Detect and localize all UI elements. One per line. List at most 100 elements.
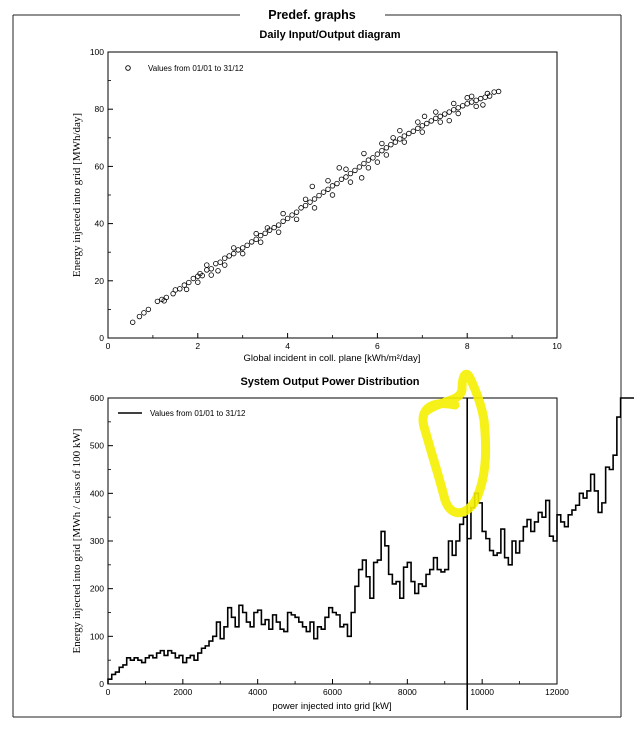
scatter-point	[222, 255, 228, 261]
scatter-legend: Values from 01/01 to 31/12	[125, 64, 244, 73]
scatter-point	[199, 272, 205, 279]
scatter-point	[136, 313, 143, 320]
scatter-x-tick-label: 0	[106, 341, 111, 351]
scatter-x-tick-label: 8	[465, 341, 470, 351]
scatter-point	[195, 279, 201, 285]
scatter-point	[455, 105, 461, 111]
scatter-point	[302, 202, 309, 209]
scatter-point	[477, 95, 484, 102]
scatter-point	[325, 177, 331, 184]
scatter-point	[154, 298, 161, 305]
scatter-point	[424, 120, 430, 127]
histogram-x-tick-label: 8000	[398, 687, 417, 697]
scatter-point	[437, 113, 443, 120]
scatter-point	[455, 110, 461, 117]
scatter-point	[383, 145, 390, 151]
scatter-point	[208, 266, 214, 272]
scatter-point	[320, 189, 327, 195]
scatter-point	[365, 165, 372, 171]
scatter-point	[275, 229, 282, 235]
scatter-point	[222, 262, 228, 268]
scatter-point	[451, 100, 457, 107]
scatter-point	[361, 150, 367, 157]
group-frame	[12, 14, 622, 718]
scatter-point	[397, 127, 403, 134]
histogram-x-tick-label: 6000	[323, 687, 342, 697]
scatter-point	[361, 160, 367, 167]
scatter-point	[421, 113, 428, 120]
scatter-point	[460, 103, 466, 109]
scatter-point	[468, 99, 475, 105]
histogram-legend-label: Values from 01/01 to 31/12	[150, 409, 246, 418]
scatter-point	[401, 139, 408, 145]
scatter-point	[204, 267, 210, 273]
scatter-x-axis-label: Global incident in coll. plane [kWh/m²/d…	[244, 353, 421, 364]
histogram-x-tick-label: 0	[106, 687, 111, 697]
scatter-point	[374, 151, 381, 157]
scatter-point	[406, 130, 412, 137]
histogram-x-tick-label: 4000	[248, 687, 267, 697]
highlight-annotation	[418, 369, 491, 517]
scatter-point	[383, 152, 390, 158]
section-title: Predef. graphs	[268, 8, 356, 22]
scatter-point	[204, 262, 210, 268]
scatter-point	[257, 232, 264, 239]
scatter-point	[190, 275, 197, 282]
scatter-point	[235, 247, 241, 253]
histogram-series-line	[107, 397, 634, 684]
scatter-point	[244, 242, 250, 249]
scatter-point	[464, 95, 470, 101]
scatter-x-tick-label: 2	[195, 341, 200, 351]
scatter-point	[473, 97, 479, 104]
histogram-y-tick-label: 500	[90, 441, 104, 451]
scatter-point	[213, 260, 219, 267]
scatter-point	[419, 123, 425, 129]
scatter-point	[307, 199, 313, 205]
histogram-y-axis-label: Energy injected into grid [MWh / class o…	[71, 429, 83, 654]
histogram-x-axis-label: power injected into grid [kW]	[272, 701, 391, 712]
scatter-point	[464, 101, 470, 107]
scatter-point	[275, 222, 282, 228]
scatter-point	[365, 157, 372, 163]
scatter-point	[271, 224, 277, 231]
scatter-point	[172, 287, 179, 293]
scatter-point	[446, 117, 452, 124]
histogram-legend: Values from 01/01 to 31/12	[118, 409, 246, 418]
scatter-point	[397, 136, 403, 142]
scatter-point	[415, 125, 421, 132]
scatter-point	[298, 205, 304, 211]
scatter-x-tick-label: 4	[285, 341, 290, 351]
scatter-point	[208, 272, 214, 278]
scatter-point	[253, 236, 259, 243]
scatter-point	[183, 286, 190, 293]
scatter-point	[338, 176, 345, 182]
scatter-legend-marker	[125, 65, 131, 71]
scatter-point	[433, 115, 439, 122]
scatter-point	[309, 183, 315, 190]
scatter-y-tick-label: 100	[90, 47, 104, 57]
scatter-point	[231, 250, 237, 257]
scatter-point	[433, 109, 439, 115]
scatter-y-tick-label: 60	[95, 161, 105, 171]
scatter-point	[248, 239, 255, 245]
scatter-point	[280, 210, 286, 217]
scatter-y-tick-label: 20	[95, 276, 105, 286]
scatter-point	[392, 139, 399, 145]
scatter-x-tick-label: 6	[375, 341, 380, 351]
scatter-point	[352, 167, 358, 174]
scatter-point	[379, 147, 385, 154]
scatter-point	[253, 230, 259, 237]
scatter-y-axis-label: Energy injected into grid [MWh/day]	[71, 113, 83, 277]
scatter-point	[186, 279, 192, 286]
scatter-point	[410, 128, 417, 134]
scatter-point	[239, 250, 246, 257]
scatter-point	[428, 118, 434, 124]
scatter-x-tick-label: 10	[552, 341, 562, 351]
scatter-point	[289, 212, 295, 218]
scatter-point	[491, 89, 497, 95]
scatter-point	[280, 218, 286, 225]
scatter-point	[161, 298, 167, 304]
scatter-point	[480, 102, 486, 108]
scatter-point	[181, 282, 188, 288]
histogram-y-tick-label: 200	[90, 584, 104, 594]
